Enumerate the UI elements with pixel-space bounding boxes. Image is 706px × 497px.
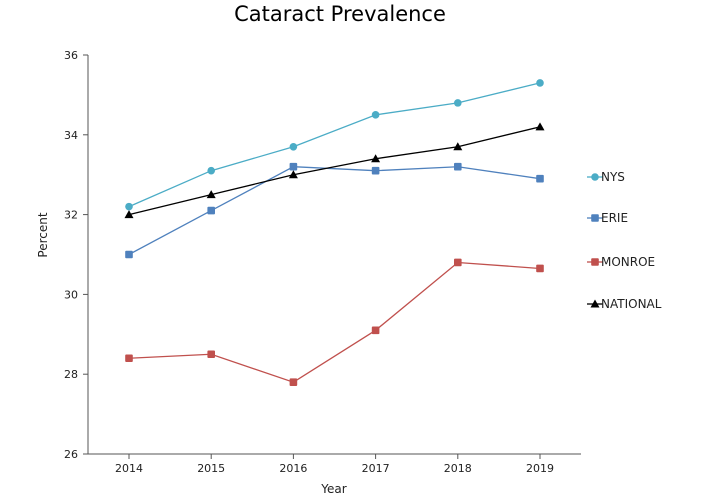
data-point-erie bbox=[207, 206, 215, 215]
series-line-erie bbox=[128, 166, 541, 256]
legend-label: NATIONAL bbox=[601, 297, 662, 311]
data-point-erie bbox=[289, 162, 298, 171]
data-point-monroe bbox=[207, 350, 215, 359]
data-point-erie bbox=[536, 174, 544, 183]
data-point-erie bbox=[454, 162, 462, 171]
legend-item-erie: ERIE bbox=[587, 211, 628, 225]
legend-marker bbox=[591, 258, 599, 266]
data-point-national bbox=[206, 190, 216, 199]
y-tick-label: 32 bbox=[64, 209, 78, 222]
legend-marker bbox=[591, 173, 599, 181]
data-point-nys bbox=[125, 202, 133, 211]
legend-item-monroe: MONROE bbox=[587, 255, 655, 269]
x-tick-label: 2014 bbox=[115, 462, 143, 475]
y-tick-label: 28 bbox=[64, 368, 78, 381]
data-point-nys bbox=[289, 142, 298, 151]
y-tick-label: 36 bbox=[64, 49, 78, 62]
data-point-national bbox=[124, 210, 134, 219]
data-point-nys bbox=[454, 99, 462, 107]
data-point-national bbox=[288, 170, 298, 179]
data-point-monroe bbox=[371, 326, 380, 335]
legend-item-national: NATIONAL bbox=[587, 297, 662, 311]
x-axis-label: Year bbox=[320, 482, 346, 496]
legend-item-nys: NYS bbox=[587, 170, 625, 184]
series-line-nys bbox=[128, 82, 541, 208]
data-point-monroe bbox=[125, 354, 133, 363]
data-point-monroe bbox=[536, 264, 544, 273]
y-axis-label: Percent bbox=[36, 212, 50, 257]
series-erie bbox=[125, 162, 544, 259]
y-tick-label: 30 bbox=[64, 288, 78, 301]
data-point-nys bbox=[536, 79, 544, 87]
x-tick-label: 2016 bbox=[279, 462, 307, 475]
series-group bbox=[124, 79, 545, 386]
data-point-national bbox=[535, 122, 545, 131]
data-point-monroe bbox=[289, 378, 298, 386]
data-point-monroe bbox=[454, 258, 462, 267]
series-line-national bbox=[128, 126, 541, 216]
x-ticks: 2014 2015 2016 2017 2018 2019 bbox=[115, 454, 554, 475]
series-line-monroe bbox=[128, 261, 541, 383]
legend-marker bbox=[590, 299, 600, 308]
y-ticks: 26 28 30 32 34 36 bbox=[64, 49, 88, 461]
data-point-erie bbox=[371, 166, 380, 175]
data-point-national bbox=[371, 154, 381, 163]
y-tick-label: 26 bbox=[64, 448, 78, 461]
legend-marker bbox=[591, 214, 599, 222]
legend-label: ERIE bbox=[601, 211, 628, 225]
data-point-erie bbox=[125, 250, 133, 259]
x-tick-label: 2019 bbox=[526, 462, 554, 475]
y-tick-label: 34 bbox=[64, 129, 78, 142]
data-point-nys bbox=[371, 111, 380, 119]
x-tick-label: 2015 bbox=[197, 462, 225, 475]
x-tick-label: 2017 bbox=[362, 462, 390, 475]
x-tick-label: 2018 bbox=[444, 462, 472, 475]
legend: NYS ERIE MONROE NATIONAL bbox=[587, 170, 662, 311]
data-point-national bbox=[453, 142, 463, 151]
legend-label: MONROE bbox=[601, 255, 655, 269]
series-monroe bbox=[125, 258, 544, 386]
series-national bbox=[124, 122, 545, 219]
legend-label: NYS bbox=[601, 170, 625, 184]
chart-title: Cataract Prevalence bbox=[234, 2, 446, 26]
series-nys bbox=[125, 79, 544, 211]
data-point-nys bbox=[207, 166, 215, 175]
